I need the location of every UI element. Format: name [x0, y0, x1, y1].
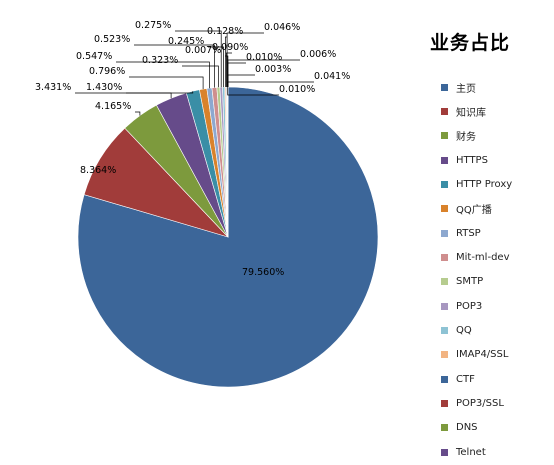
legend-item-6: RTSP	[441, 221, 512, 245]
leader-line-3	[75, 93, 171, 98]
data-label-6: 0.547%	[76, 51, 112, 62]
legend-swatch-0	[441, 84, 448, 91]
leader-line-5	[129, 77, 203, 89]
legend-item-12: CTF	[441, 367, 512, 391]
legend-label-0: 主页	[456, 80, 476, 95]
legend-item-8: SMTP	[441, 270, 512, 294]
data-label-9: 0.275%	[135, 20, 171, 31]
data-label-2: 4.165%	[95, 101, 131, 112]
legend-item-10: QQ	[441, 318, 512, 342]
legend-item-4: HTTP Proxy	[441, 172, 512, 196]
legend-item-1: 知识库	[441, 99, 512, 123]
legend-label-9: POP3	[456, 301, 482, 312]
legend-label-6: RTSP	[456, 228, 481, 239]
data-label-0: 79.560%	[242, 267, 284, 278]
chart-title: 业务占比	[430, 28, 510, 55]
legend-item-0: 主页	[441, 75, 512, 99]
legend-swatch-3	[441, 157, 448, 164]
legend-swatch-15	[441, 449, 448, 456]
legend-label-2: 财务	[456, 128, 476, 143]
legend-label-4: HTTP Proxy	[456, 179, 512, 190]
data-label-4: 1.430%	[86, 82, 122, 93]
legend-swatch-9	[441, 303, 448, 310]
legend-swatch-7	[441, 254, 448, 261]
data-label-3: 3.431%	[35, 82, 71, 93]
data-label-14: 0.041%	[314, 71, 350, 82]
legend-swatch-11	[441, 351, 448, 358]
legend-swatch-1	[441, 108, 448, 115]
legend-label-15: Telnet	[456, 447, 486, 458]
legend-swatch-6	[441, 230, 448, 237]
data-label-17: 0.007%	[185, 45, 221, 56]
legend-swatch-8	[441, 278, 448, 285]
legend-swatch-13	[441, 400, 448, 407]
data-label-18: 0.006%	[300, 49, 336, 60]
legend-item-7: Mit-ml-dev	[441, 245, 512, 269]
legend-label-10: QQ	[456, 325, 472, 336]
legend-swatch-10	[441, 327, 448, 334]
legend-label-11: IMAP4/SSL	[456, 349, 508, 360]
legend-swatch-12	[441, 376, 448, 383]
legend-label-1: 知识库	[456, 104, 486, 119]
legend-item-2: 财务	[441, 124, 512, 148]
data-label-19: 0.003%	[255, 64, 291, 75]
legend-label-3: HTTPS	[456, 155, 488, 166]
legend-item-3: HTTPS	[441, 148, 512, 172]
leader-line-2	[135, 112, 140, 116]
leader-line-19	[228, 75, 255, 87]
legend: 主页知识库财务 HTTPS HTTP Proxy QQ广播 RTSP Mit-ml-dev…	[441, 75, 512, 465]
data-label-16: 0.010%	[246, 52, 282, 63]
legend-label-5: QQ广播	[456, 201, 492, 216]
data-label-5: 0.796%	[89, 66, 125, 77]
legend-swatch-5	[441, 205, 448, 212]
legend-swatch-14	[441, 424, 448, 431]
data-label-7: 0.523%	[94, 34, 130, 45]
data-label-8: 0.323%	[142, 55, 178, 66]
legend-item-9: POP3	[441, 294, 512, 318]
legend-item-14: DNS	[441, 416, 512, 440]
legend-item-11: IMAP4/SSL	[441, 343, 512, 367]
data-label-1: 8.364%	[80, 165, 116, 176]
legend-item-5: QQ广播	[441, 197, 512, 221]
legend-swatch-4	[441, 181, 448, 188]
chart: 79.560% 8.364% 4.165% 3.431% 1.430% 0.796% 0.5…	[0, 0, 554, 408]
legend-label-13: POP3/SSL	[456, 398, 504, 409]
data-label-13: 0.046%	[264, 22, 300, 33]
legend-label-7: Mit-ml-dev	[456, 252, 509, 263]
legend-label-14: DNS	[456, 422, 478, 433]
legend-label-12: CTF	[456, 374, 475, 385]
legend-item-13: POP3/SSL	[441, 391, 512, 415]
leader-line-4	[126, 91, 193, 93]
legend-swatch-2	[441, 132, 448, 139]
data-label-11: 0.128%	[207, 26, 243, 37]
data-label-15: 0.010%	[279, 84, 315, 95]
legend-item-15: Telnet	[441, 440, 512, 464]
legend-label-8: SMTP	[456, 276, 483, 287]
